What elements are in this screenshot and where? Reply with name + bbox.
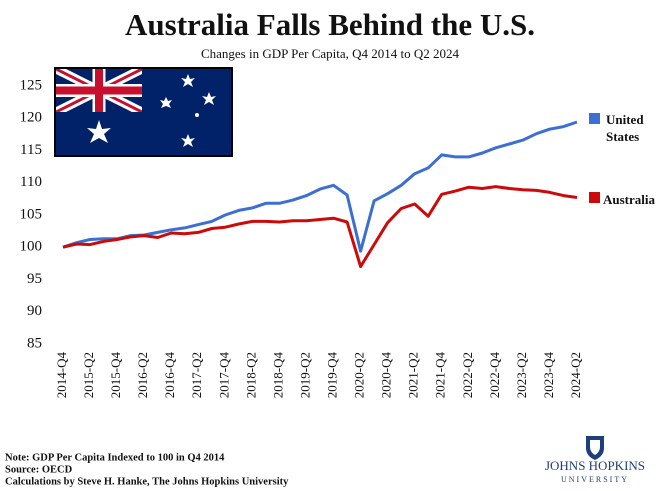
y-tick-label: 85 xyxy=(27,335,42,351)
x-tick-label: 2014-Q4 xyxy=(54,352,69,399)
x-tick-label: 2020-Q2 xyxy=(352,352,367,398)
legend-swatch xyxy=(589,192,600,203)
jhu-shield xyxy=(586,436,604,460)
y-tick-label: 120 xyxy=(20,110,43,126)
x-tick-label: 2023-Q4 xyxy=(541,352,556,399)
x-tick-label: 2018-Q2 xyxy=(243,352,258,398)
footnote: Calculations by Steve H. Hanke, The John… xyxy=(5,476,289,487)
y-tick-label: 110 xyxy=(20,174,42,190)
x-tick-label: 2021-Q4 xyxy=(433,352,448,399)
legend-label: United States xyxy=(606,112,644,144)
x-tick-label: 2019-Q2 xyxy=(297,352,312,398)
flag xyxy=(54,67,233,157)
x-tick-label: 2017-Q4 xyxy=(216,352,231,399)
x-tick-label: 2022-Q2 xyxy=(460,352,475,398)
x-tick-label: 2022-Q4 xyxy=(487,352,502,399)
logo-name: JOHNS HOPKINS xyxy=(545,458,645,473)
y-tick-label: 95 xyxy=(27,271,42,287)
x-tick-label: 2021-Q2 xyxy=(406,352,421,398)
y-tick-label: 125 xyxy=(20,77,43,93)
y-tick-label: 90 xyxy=(27,303,42,319)
x-tick-label: 2015-Q2 xyxy=(81,352,96,398)
footnote: Source: OECD xyxy=(5,464,73,475)
series-line xyxy=(62,120,578,253)
y-tick-label: 100 xyxy=(20,239,43,255)
x-tick-label: 2020-Q4 xyxy=(379,352,394,399)
x-tick-label: 2019-Q4 xyxy=(325,352,340,399)
x-tick-label: 2018-Q4 xyxy=(270,352,285,399)
legend-label: Australia xyxy=(603,192,655,207)
x-tick-label: 2017-Q2 xyxy=(189,352,204,398)
y-tick-label: 115 xyxy=(20,142,42,158)
chart-title: Australia Falls Behind the U.S. xyxy=(125,7,535,42)
y-tick-label: 105 xyxy=(20,206,43,222)
series-line xyxy=(62,185,578,269)
x-tick-label: 2024-Q2 xyxy=(568,352,583,398)
x-tick-label: 2016-Q2 xyxy=(135,352,150,398)
x-tick-label: 2016-Q4 xyxy=(162,352,177,399)
legend-swatch xyxy=(589,113,600,124)
x-tick-label: 2023-Q2 xyxy=(514,352,529,398)
logo-sub: UNIVERSITY xyxy=(561,475,629,484)
footnote: Note: GDP Per Capita Indexed to 100 in Q… xyxy=(5,452,225,463)
x-tick-label: 2015-Q4 xyxy=(108,352,123,399)
chart-subtitle: Changes in GDP Per Capita, Q4 2014 to Q2… xyxy=(201,46,460,61)
